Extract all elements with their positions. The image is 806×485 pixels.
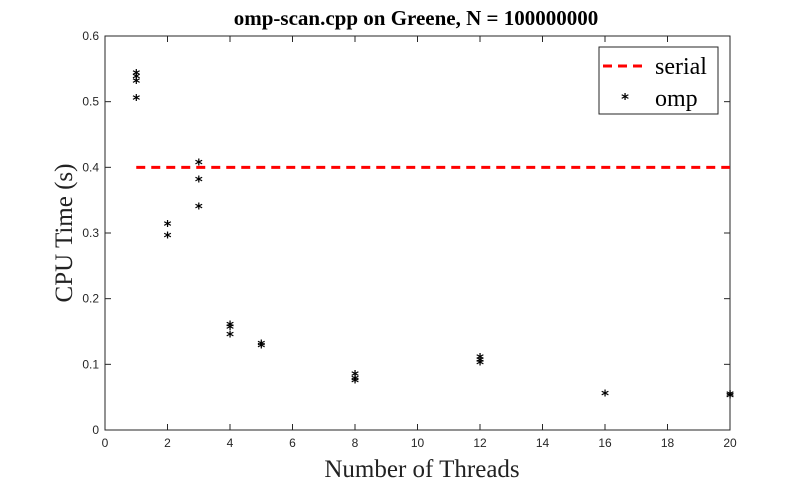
omp-point: * [195, 172, 203, 190]
omp-point: * [195, 155, 203, 173]
omp-point: * [726, 389, 734, 407]
legend-box [598, 46, 719, 115]
omp-point: * [164, 217, 172, 235]
y-tick-label: 0 [92, 423, 99, 437]
legend-serial-label: serial [655, 54, 707, 80]
x-tick-label: 10 [411, 436, 425, 450]
y-tick-label: 0.5 [82, 95, 99, 109]
x-tick-label: 16 [598, 436, 612, 450]
x-tick-label: 14 [536, 436, 550, 450]
omp-point: * [164, 228, 172, 246]
omp-point: * [257, 337, 265, 355]
y-axis-label: CPU Time (s) [51, 164, 78, 303]
omp-point: * [132, 91, 140, 109]
omp-point: * [476, 353, 484, 371]
omp-point: * [257, 339, 265, 357]
x-tick-label: 6 [289, 436, 296, 450]
omp-point: * [351, 371, 359, 389]
x-ticks: 0 2 4 6 8 10 12 14 16 18 20 [102, 36, 737, 450]
omp-point: * [195, 199, 203, 217]
y-ticks: 0 0.1 0.2 0.3 0.4 0.5 0.6 [82, 29, 730, 437]
omp-point: * [226, 327, 234, 345]
x-tick-label: 12 [473, 436, 487, 450]
omp-point: * [601, 387, 609, 405]
omp-point: * [226, 320, 234, 338]
omp-point: * [726, 387, 734, 405]
omp-point: * [226, 318, 234, 336]
x-tick-label: 20 [723, 436, 737, 450]
y-tick-label: 0.1 [82, 357, 99, 371]
x-tick-label: 18 [661, 436, 675, 450]
omp-point: * [351, 373, 359, 391]
y-tick-label: 0.2 [82, 292, 99, 306]
x-tick-label: 8 [352, 436, 359, 450]
x-tick-label: 2 [164, 436, 171, 450]
y-tick-label: 0.4 [82, 160, 99, 174]
legend-omp-marker: * [621, 90, 629, 108]
chart-title: omp-scan.cpp on Greene, N = 100000000 [234, 6, 599, 30]
x-tick-label: 4 [227, 436, 234, 450]
omp-point: * [476, 356, 484, 374]
x-tick-label: 0 [102, 436, 109, 450]
omp-point: * [351, 367, 359, 385]
y-tick-label: 0.6 [82, 29, 99, 43]
omp-point: * [132, 74, 140, 92]
legend: serial * omp [598, 46, 719, 115]
omp-point: * [132, 69, 140, 87]
omp-point: * [476, 350, 484, 368]
y-tick-label: 0.3 [82, 226, 99, 240]
series-layer: ********************* ** [132, 66, 734, 406]
x-axis-label: Number of Threads [324, 456, 519, 483]
legend-omp-label: omp [655, 86, 698, 112]
omp-point: * [132, 66, 140, 84]
